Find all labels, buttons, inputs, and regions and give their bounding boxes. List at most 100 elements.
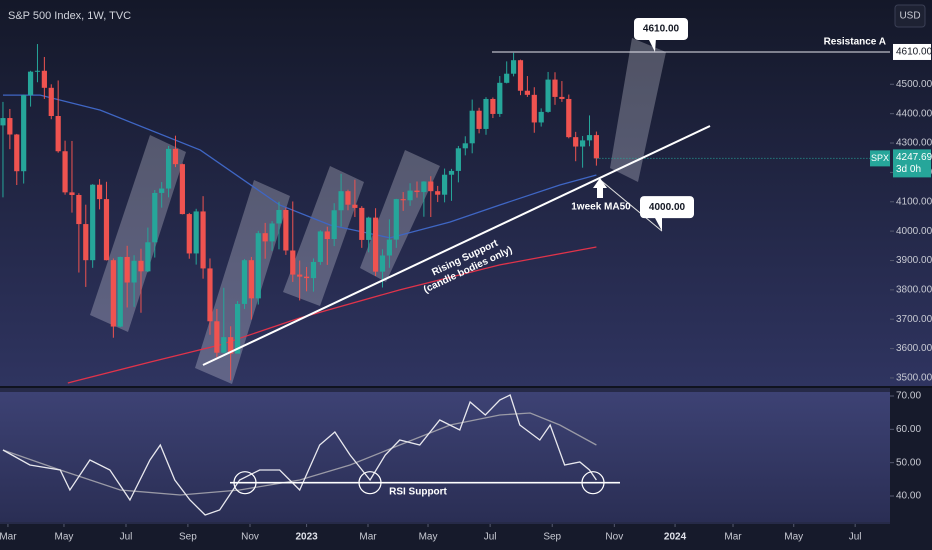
rsi-circle [233,471,257,495]
y-tick-label: 4500.00 [896,79,932,90]
candle-body [124,256,130,283]
candle-body [34,70,41,72]
candle-body [269,223,275,242]
y-tick-label: 4300.00 [896,138,932,149]
candle-body [531,94,537,123]
candle-body [476,110,482,129]
y-tick-label: 3700.00 [896,314,932,325]
candle-body [228,337,234,354]
y-tick-label: 40.00 [896,491,921,502]
candle-body [214,321,220,353]
candle-body [552,79,558,97]
y-tick-label: 4100.00 [896,196,932,207]
candle-body [193,211,199,254]
candle-body [69,192,75,195]
channel [610,38,666,182]
y-tick-label: 3600.00 [896,343,932,354]
chart-title: S&P 500 Index, 1W, TVC [8,10,131,22]
candle-body [138,260,144,272]
candle-body [352,204,358,208]
x-tick-label: Mar [0,532,17,543]
candle-body [586,135,593,141]
candle-body [490,98,496,114]
candle-body [262,233,268,242]
rsi-layer: 40.00 50.00 60.00 70.00 RSI Support Mar May Jul… [0,391,921,543]
candle-body [573,137,579,147]
candle-body [234,303,241,354]
last-name: SPX [871,153,889,163]
y-tick-label: 60.00 [896,424,921,435]
candle-body [200,211,206,269]
rising-support-line [202,125,711,366]
candle-body [14,134,20,172]
candle-body [345,191,351,205]
candle-body [338,191,344,211]
target-box [640,196,694,219]
last-countdown: 3d 0h [896,164,921,175]
candle-body [386,239,392,256]
channel [283,166,364,306]
candle-body [48,87,54,116]
candle-body [331,210,337,240]
x-tick-label: May [419,532,438,543]
x-tick-label: Nov [241,532,259,543]
target-box [634,17,688,40]
candle-body [255,233,261,299]
candle-body [0,118,6,126]
candle-body [7,118,13,135]
target-label: 4610.00 [643,24,680,35]
candle-body [103,199,110,261]
candle-body [559,96,565,99]
candle-body [290,250,296,275]
candle-body [152,192,158,243]
candle-body [76,194,82,225]
candle-body [497,82,503,114]
x-tick-label: Mar [724,532,742,543]
candle-body [186,214,192,254]
up-arrow [593,178,607,198]
candle-body [62,151,68,193]
y-tick-label: 4000.00 [896,226,932,237]
y-tick-label: 4400.00 [896,108,932,119]
candle-body [324,231,330,240]
annotation: 1week MA50 [571,202,631,213]
candle-body [455,148,461,171]
price-layer: 3500.00 3600.00 3700.00 3800.00 3900.00 4000.… [0,17,932,384]
resistance-badge [893,43,931,60]
candle-body [241,260,248,304]
candle-body [393,199,399,240]
rsi-circle [358,471,382,495]
candle-body [90,184,96,261]
candle-body [366,217,372,240]
candle-body [579,140,586,147]
candle-body [297,274,303,277]
candle-body [179,164,185,215]
x-tick-label: Jul [120,532,133,543]
candle-body [483,98,489,129]
candle-body [504,73,510,83]
candle-body [310,261,317,279]
candle-body [55,115,61,152]
resistance-label: Resistance A [824,37,886,48]
candle-body [566,98,572,138]
y-tick-label: 3500.00 [896,373,932,384]
candle-body [545,79,551,112]
candle-body [538,111,544,123]
currency-box [894,4,926,28]
x-tick-label: Jul [484,532,497,543]
candle-body [248,260,254,299]
candle-body [283,209,289,251]
last-value: 4247.69 [896,152,932,163]
candle-body [421,181,427,193]
x-tick-label: May [55,532,74,543]
panel-divider [0,386,932,388]
candle-body [400,199,406,201]
channel [360,150,440,282]
candle-body [510,60,517,74]
x-tick-label: May [784,532,803,543]
rsi-circle [581,471,605,495]
last-box [893,149,931,178]
rsi-support-label: RSI Support [389,486,447,497]
x-tick-label: Jul [849,532,862,543]
